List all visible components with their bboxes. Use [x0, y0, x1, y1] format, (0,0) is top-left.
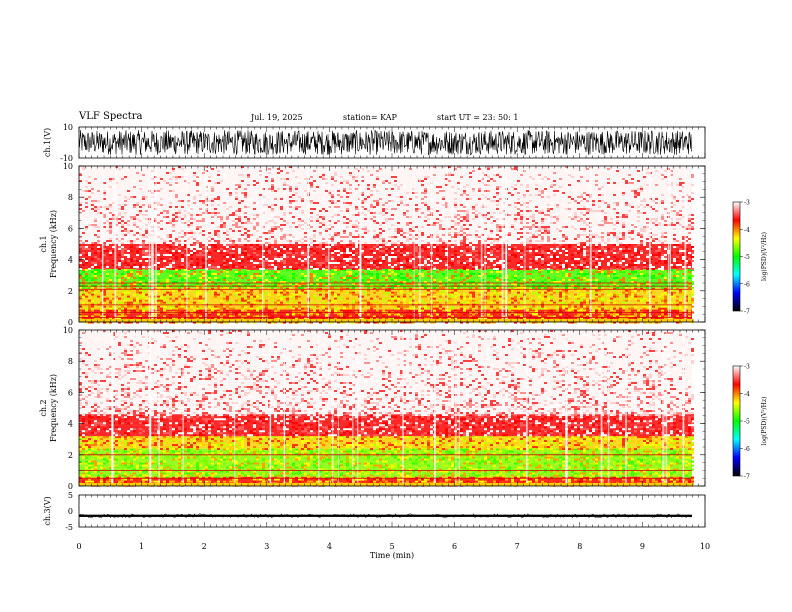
xtick-4: 4 — [327, 542, 332, 551]
ch2-spectrogram-ytick-3: 6 — [68, 388, 73, 397]
ch3-ytick-top: 5 — [68, 491, 73, 500]
colorbar-ch2-label: log(PSD)(V²/Hz) — [761, 397, 768, 446]
xtick-1: 1 — [139, 542, 144, 551]
ch3-ylabel: ch.3(V) — [43, 496, 52, 525]
xtick-0: 0 — [76, 542, 81, 551]
ch2-spectrogram-ytick-1: 2 — [68, 451, 73, 460]
colorbar-ch2-tick-2: -5 — [744, 419, 750, 426]
ch3-waveform-line — [78, 513, 692, 519]
ch3-ytick-bottom: -5 — [65, 523, 73, 532]
xtick-10: 10 — [700, 542, 710, 551]
colorbar-ch2-tick-4: -7 — [744, 474, 750, 481]
ch1-waveform-line — [78, 129, 693, 156]
colorbar-ch1-tick-4: -7 — [744, 309, 750, 316]
colorbar-ch1-tick-1: -4 — [744, 227, 750, 234]
xtick-9: 9 — [640, 542, 645, 551]
station-label: station= KAP — [343, 113, 397, 122]
ch2-spectrogram — [79, 330, 694, 487]
xtick-2: 2 — [202, 542, 207, 551]
colorbar-ch2-tick-0: -3 — [744, 364, 750, 371]
ch2-spec-ylabel-a: ch.2 — [39, 399, 48, 416]
ch3-ytick-mid: 0 — [68, 507, 73, 516]
colorbar-ch1-tick-0: -3 — [744, 200, 750, 207]
colorbar-ch1-tick-3: -6 — [744, 281, 750, 288]
xtick-7: 7 — [515, 542, 520, 551]
ch1-ytick-bottom: -10 — [60, 154, 73, 163]
ch1-spectrogram-ytick-2: 4 — [68, 256, 73, 265]
ch2-spectrogram-ytick-0: 0 — [68, 482, 73, 491]
ch1-spectrogram-ytick-1: 2 — [68, 287, 73, 296]
xtick-5: 5 — [389, 542, 394, 551]
xtick-8: 8 — [577, 542, 582, 551]
colorbar-ch1-bar — [732, 201, 741, 312]
ch1-spectrogram — [79, 166, 694, 324]
ch1-spectrogram-ytick-4: 8 — [68, 193, 73, 202]
ch1-spec-ylabel-a: ch.1 — [39, 235, 48, 252]
start-time-label: start UT = 23: 50: 1 — [437, 113, 519, 122]
ch1-spec-ylabel-b: Frequency (kHz) — [49, 210, 58, 278]
colorbar-ch2-bar — [732, 365, 741, 477]
colorbar-ch2-tick-3: -6 — [744, 446, 750, 453]
ch2-spectrogram-ytick-4: 8 — [68, 357, 73, 366]
figure-title: VLF Spectra — [79, 111, 143, 122]
xtick-3: 3 — [264, 542, 269, 551]
ch2-spec-ylabel-b: Frequency (kHz) — [49, 374, 58, 442]
date-label: Jul. 19, 2025 — [251, 113, 303, 122]
x-axis-label: Time (min) — [370, 551, 414, 560]
xtick-6: 6 — [452, 542, 457, 551]
ch1-ytick-top: 10 — [63, 123, 73, 132]
colorbar-ch1-label: log(PSD)(V²/Hz) — [761, 232, 768, 281]
ch2-spectrogram-ytick-2: 4 — [68, 420, 73, 429]
ch1-spectrogram-ytick-3: 6 — [68, 224, 73, 233]
ch1-spectrogram-ytick-0: 0 — [68, 318, 73, 327]
colorbar-ch1-tick-2: -5 — [744, 254, 750, 261]
ch1-ylabel: ch.1(V) — [43, 128, 52, 157]
ch1-spectrogram-ytick-5: 10 — [63, 162, 73, 171]
ch2-spectrogram-ytick-5: 10 — [63, 326, 73, 335]
colorbar-ch2-tick-1: -4 — [744, 391, 750, 398]
